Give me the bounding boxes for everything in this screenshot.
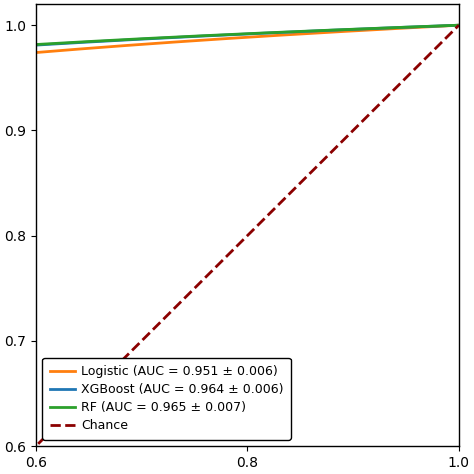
Line: XGBoost (AUC = 0.964 ± 0.006): XGBoost (AUC = 0.964 ± 0.006) [0,25,459,474]
Logistic (AUC = 0.951 ± 0.006) [425,24,430,30]
XGBoost (AUC = 0.964 ± 0.006) [231,32,237,37]
Line: RF (AUC = 0.965 ± 0.007): RF (AUC = 0.965 ± 0.007) [0,25,459,474]
RF (AUC = 0.965 ± 0.007) [425,24,430,29]
Line: Logistic (AUC = 0.951 ± 0.006): Logistic (AUC = 0.951 ± 0.006) [0,25,459,474]
RF (AUC = 0.965 ± 0.007) [231,31,237,37]
Logistic (AUC = 0.951 ± 0.006) [456,22,462,28]
RF (AUC = 0.965 ± 0.007) [425,24,431,29]
XGBoost (AUC = 0.964 ± 0.006) [425,24,431,29]
RF (AUC = 0.965 ± 0.007) [456,22,462,28]
Logistic (AUC = 0.951 ± 0.006) [231,35,237,41]
Legend: Logistic (AUC = 0.951 ± 0.006), XGBoost (AUC = 0.964 ± 0.006), RF (AUC = 0.965 ±: Logistic (AUC = 0.951 ± 0.006), XGBoost … [42,358,291,440]
XGBoost (AUC = 0.964 ± 0.006) [456,22,462,28]
XGBoost (AUC = 0.964 ± 0.006) [425,24,430,29]
Logistic (AUC = 0.951 ± 0.006) [425,24,431,30]
